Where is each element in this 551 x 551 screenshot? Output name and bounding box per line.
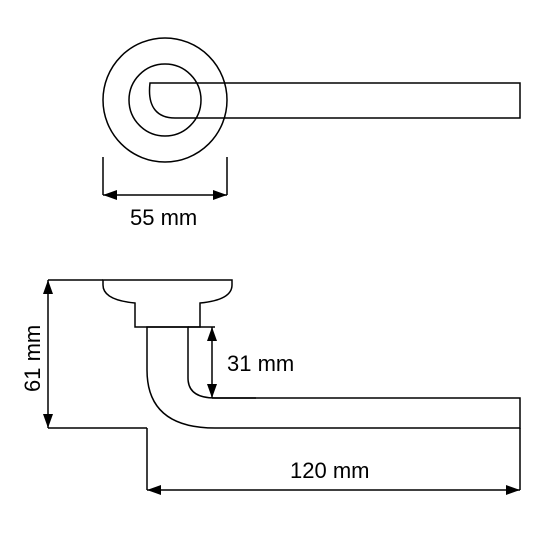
rosette-side-profile — [103, 280, 232, 327]
rosette-outer-circle — [103, 38, 227, 162]
dim-55mm-label: 55 mm — [130, 205, 197, 230]
dim-120mm-label: 120 mm — [290, 458, 369, 483]
lever-top-view — [150, 83, 520, 118]
lever-side-profile — [147, 327, 520, 428]
dimension-55mm: 55 mm — [103, 157, 227, 230]
dimension-31mm: 31 mm — [188, 327, 294, 398]
dimension-120mm: 120 mm — [147, 428, 520, 495]
dim-61mm-label: 61 mm — [20, 325, 45, 392]
rosette-inner-circle — [129, 64, 201, 136]
dim-31mm-label: 31 mm — [227, 351, 294, 376]
